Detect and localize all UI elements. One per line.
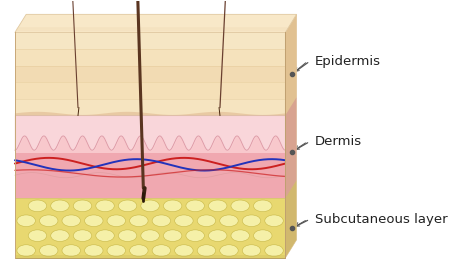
- Ellipse shape: [129, 215, 148, 227]
- Ellipse shape: [118, 200, 137, 212]
- Ellipse shape: [39, 245, 58, 256]
- Ellipse shape: [164, 200, 182, 212]
- Ellipse shape: [129, 245, 148, 256]
- Ellipse shape: [197, 245, 216, 256]
- Polygon shape: [15, 30, 286, 31]
- Ellipse shape: [39, 215, 58, 227]
- Ellipse shape: [197, 215, 216, 227]
- Ellipse shape: [141, 200, 159, 212]
- Ellipse shape: [62, 215, 81, 227]
- Ellipse shape: [174, 245, 193, 256]
- Ellipse shape: [62, 245, 81, 256]
- Ellipse shape: [17, 215, 36, 227]
- Polygon shape: [285, 14, 297, 116]
- Ellipse shape: [84, 215, 103, 227]
- Polygon shape: [15, 116, 285, 153]
- Text: Epidermis: Epidermis: [315, 54, 381, 68]
- Polygon shape: [15, 66, 285, 82]
- Ellipse shape: [28, 230, 46, 242]
- Ellipse shape: [174, 215, 193, 227]
- Ellipse shape: [242, 245, 261, 256]
- Polygon shape: [16, 29, 287, 30]
- Polygon shape: [15, 99, 285, 116]
- Ellipse shape: [231, 200, 249, 212]
- Ellipse shape: [141, 230, 159, 242]
- Text: Dermis: Dermis: [315, 135, 362, 148]
- Ellipse shape: [265, 245, 283, 256]
- Ellipse shape: [96, 230, 114, 242]
- Ellipse shape: [17, 245, 36, 256]
- Ellipse shape: [186, 200, 204, 212]
- Ellipse shape: [220, 245, 238, 256]
- Ellipse shape: [254, 200, 272, 212]
- Ellipse shape: [118, 230, 137, 242]
- Ellipse shape: [242, 215, 261, 227]
- Ellipse shape: [107, 215, 126, 227]
- Polygon shape: [15, 49, 285, 66]
- Ellipse shape: [186, 230, 204, 242]
- Polygon shape: [285, 14, 297, 258]
- Polygon shape: [15, 116, 285, 198]
- Ellipse shape: [28, 200, 46, 212]
- Polygon shape: [17, 27, 288, 28]
- Ellipse shape: [51, 230, 69, 242]
- Ellipse shape: [164, 230, 182, 242]
- Ellipse shape: [107, 245, 126, 256]
- Ellipse shape: [96, 200, 114, 212]
- Ellipse shape: [51, 200, 69, 212]
- Ellipse shape: [73, 230, 92, 242]
- Ellipse shape: [84, 245, 103, 256]
- Polygon shape: [15, 14, 297, 32]
- Polygon shape: [285, 180, 297, 258]
- Ellipse shape: [209, 230, 227, 242]
- Polygon shape: [16, 28, 287, 29]
- Ellipse shape: [209, 200, 227, 212]
- Polygon shape: [15, 198, 285, 258]
- Polygon shape: [285, 97, 297, 198]
- Ellipse shape: [265, 215, 283, 227]
- Ellipse shape: [220, 215, 238, 227]
- Ellipse shape: [152, 245, 171, 256]
- Ellipse shape: [73, 200, 92, 212]
- Polygon shape: [15, 255, 285, 258]
- Polygon shape: [15, 32, 285, 116]
- Polygon shape: [15, 32, 285, 49]
- Ellipse shape: [152, 215, 171, 227]
- Ellipse shape: [254, 230, 272, 242]
- Polygon shape: [15, 112, 285, 116]
- Ellipse shape: [231, 230, 249, 242]
- Text: Subcutaneous layer: Subcutaneous layer: [315, 213, 447, 226]
- Polygon shape: [15, 82, 285, 99]
- Polygon shape: [15, 116, 285, 150]
